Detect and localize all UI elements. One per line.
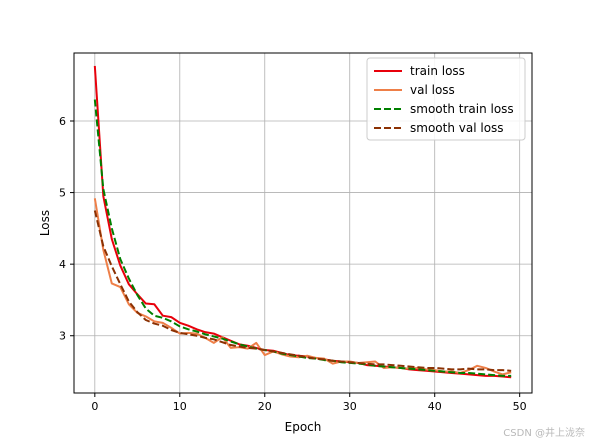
x-tick-label: 10 <box>173 400 187 413</box>
watermark: CSDN @井上泷奈 <box>503 428 585 439</box>
x-tick-label: 40 <box>428 400 442 413</box>
x-tick-label: 0 <box>91 400 98 413</box>
x-tick-label: 20 <box>258 400 272 413</box>
y-tick-label: 6 <box>59 115 66 128</box>
legend: train loss val loss smooth train loss sm… <box>366 57 526 141</box>
legend-label-smooth-train-loss: smooth train loss <box>410 102 514 116</box>
legend-label-train-loss: train loss <box>410 64 465 78</box>
y-axis-label: Loss <box>38 210 52 236</box>
legend-box <box>366 57 526 141</box>
legend-label-smooth-val-loss: smooth val loss <box>410 121 504 135</box>
plot-frame <box>73 52 533 394</box>
x-tick-label: 50 <box>513 400 527 413</box>
series-lines <box>93 65 512 379</box>
y-tick-label: 3 <box>59 330 66 343</box>
axis-ticks: 0 10 20 30 40 50 3 4 5 6 <box>59 115 527 413</box>
y-tick-label: 5 <box>59 187 66 200</box>
x-axis-label: Epoch <box>285 420 322 434</box>
x-tick-label: 30 <box>343 400 357 413</box>
series-line-smooth-val-loss <box>93 210 512 372</box>
legend-label-val-loss: val loss <box>410 83 455 97</box>
y-tick-label: 4 <box>59 258 66 271</box>
